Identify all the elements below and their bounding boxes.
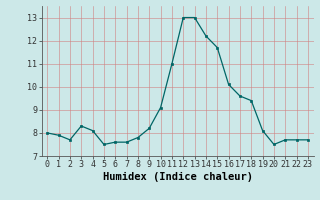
X-axis label: Humidex (Indice chaleur): Humidex (Indice chaleur) xyxy=(103,172,252,182)
